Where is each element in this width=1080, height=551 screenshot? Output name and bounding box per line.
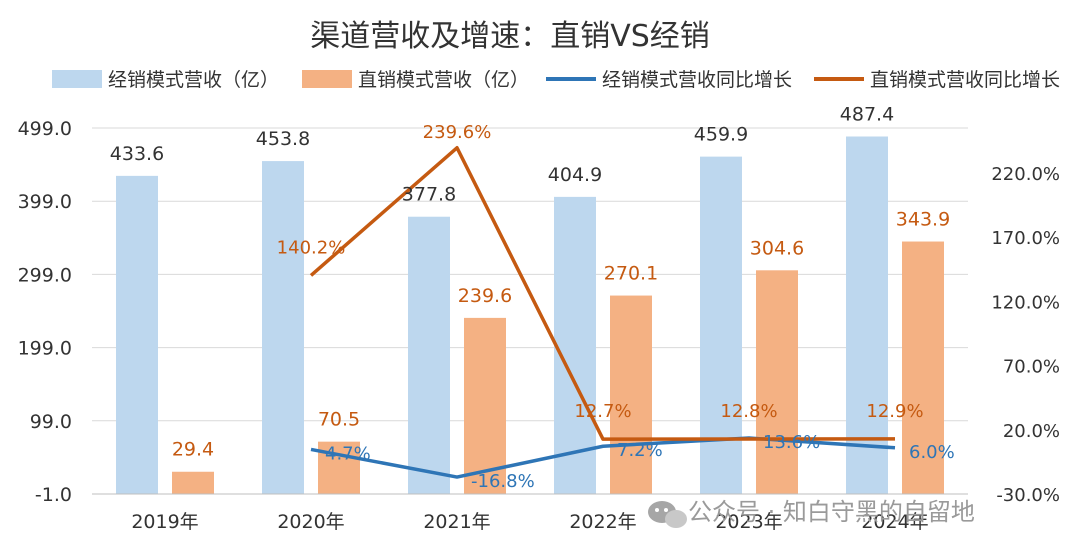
label-direct-growth-4: 12.7% xyxy=(574,401,631,422)
y-right-tick-5: 170.0% xyxy=(991,228,1060,249)
label-direct-growth-2: 140.2% xyxy=(277,237,346,258)
label-distribution-growth-4: 7.2% xyxy=(617,440,663,461)
y-left-tick-2: 99.0 xyxy=(30,411,72,433)
wechat-icon-eye-2 xyxy=(664,508,668,512)
bar-distribution-5 xyxy=(700,156,742,494)
label-distribution-3: 377.8 xyxy=(402,184,456,206)
legend: 经销模式营收（亿） 直销模式营收（亿） 经销模式营收同比增长 直销模式营收同比增长 xyxy=(52,69,1060,91)
bar-direct-3 xyxy=(464,317,506,494)
label-direct-3: 239.6 xyxy=(458,285,512,307)
watermark-text: 公众号 · 知白守黑的自留地 xyxy=(688,498,975,526)
y-right-tick-4: 120.0% xyxy=(991,292,1060,313)
y-left-tick-1: -1.0 xyxy=(35,484,72,506)
x-tick-2: 2020年 xyxy=(277,511,344,533)
label-direct-2: 70.5 xyxy=(318,409,360,431)
bar-direct-5 xyxy=(756,270,798,494)
label-distribution-6: 487.4 xyxy=(840,103,894,125)
x-tick-4: 2022年 xyxy=(569,511,636,533)
y-axis-right: -30.0% 20.0% 70.0% 120.0% 170.0% 220.0% xyxy=(991,164,1060,506)
wechat-icon-eye-1 xyxy=(655,508,659,512)
label-distribution-4: 404.9 xyxy=(548,164,602,186)
y-right-tick-2: 20.0% xyxy=(1003,421,1060,442)
y-axis-left: -1.0 99.0 199.0 299.0 399.0 499.0 xyxy=(18,118,72,506)
legend-label-2: 直销模式营收（亿） xyxy=(358,69,529,91)
y-left-tick-3: 199.0 xyxy=(18,338,72,360)
legend-label-4: 直销模式营收同比增长 xyxy=(870,69,1060,91)
label-direct-5: 304.6 xyxy=(750,237,804,259)
growth-lines xyxy=(309,146,896,479)
label-distribution-5: 459.9 xyxy=(694,124,748,146)
label-distribution-growth-5: 13.6% xyxy=(763,432,820,453)
bar-direct-4 xyxy=(610,295,652,494)
bars xyxy=(116,136,944,495)
y-right-tick-3: 70.0% xyxy=(1003,357,1060,378)
label-distribution-2: 453.8 xyxy=(256,128,310,150)
wechat-icon-bubble-right xyxy=(665,510,687,528)
x-tick-6: 2024年 xyxy=(861,511,928,533)
y-right-tick-6: 220.0% xyxy=(991,164,1060,185)
y-left-tick-6: 499.0 xyxy=(18,118,72,140)
chart-title: 渠道营收及增速：直销VS经销 xyxy=(310,19,710,54)
label-direct-growth-5: 12.8% xyxy=(720,401,777,422)
bar-direct-6 xyxy=(902,241,944,494)
bar-distribution-1 xyxy=(116,175,158,494)
y-left-tick-5: 399.0 xyxy=(18,191,72,213)
bar-distribution-3 xyxy=(408,216,450,495)
bar-distribution-2 xyxy=(262,161,304,494)
label-direct-6: 343.9 xyxy=(896,209,950,231)
label-distribution-growth-3: -16.8% xyxy=(471,471,535,492)
label-distribution-1: 433.6 xyxy=(110,143,164,165)
x-tick-1: 2019年 xyxy=(131,511,198,533)
bar-distribution-6 xyxy=(846,136,888,494)
x-tick-5: 2023年 xyxy=(715,511,782,533)
label-direct-4: 270.1 xyxy=(604,263,658,285)
legend-swatch-1 xyxy=(52,70,102,88)
y-right-tick-1: -30.0% xyxy=(996,485,1060,506)
bar-distribution-4 xyxy=(554,196,596,494)
data-labels: 433.6 29.4 453.8 70.5 377.8 239.6 404.9 270.1 45… xyxy=(110,103,955,492)
bar-direct-1 xyxy=(172,471,214,494)
wechat-icon xyxy=(648,501,687,528)
x-tick-3: 2021年 xyxy=(423,511,490,533)
label-direct-growth-6: 12.9% xyxy=(866,401,923,422)
line-direct-growth xyxy=(309,146,896,441)
label-direct-growth-3: 239.6% xyxy=(423,122,492,143)
legend-swatch-2 xyxy=(302,70,352,88)
y-left-tick-4: 299.0 xyxy=(18,264,72,286)
legend-label-1: 经销模式营收（亿） xyxy=(108,69,279,91)
x-axis: 2019年 2020年 2021年 2022年 2023年 2024年 xyxy=(92,493,968,533)
line-distribution-growth xyxy=(310,436,896,479)
label-direct-1: 29.4 xyxy=(172,439,214,461)
watermark: 公众号 · 知白守黑的自留地 xyxy=(648,498,975,528)
legend-label-3: 经销模式营收同比增长 xyxy=(602,69,792,91)
label-distribution-growth-6: 6.0% xyxy=(909,442,955,463)
label-distribution-growth-2: 4.7% xyxy=(325,443,371,464)
